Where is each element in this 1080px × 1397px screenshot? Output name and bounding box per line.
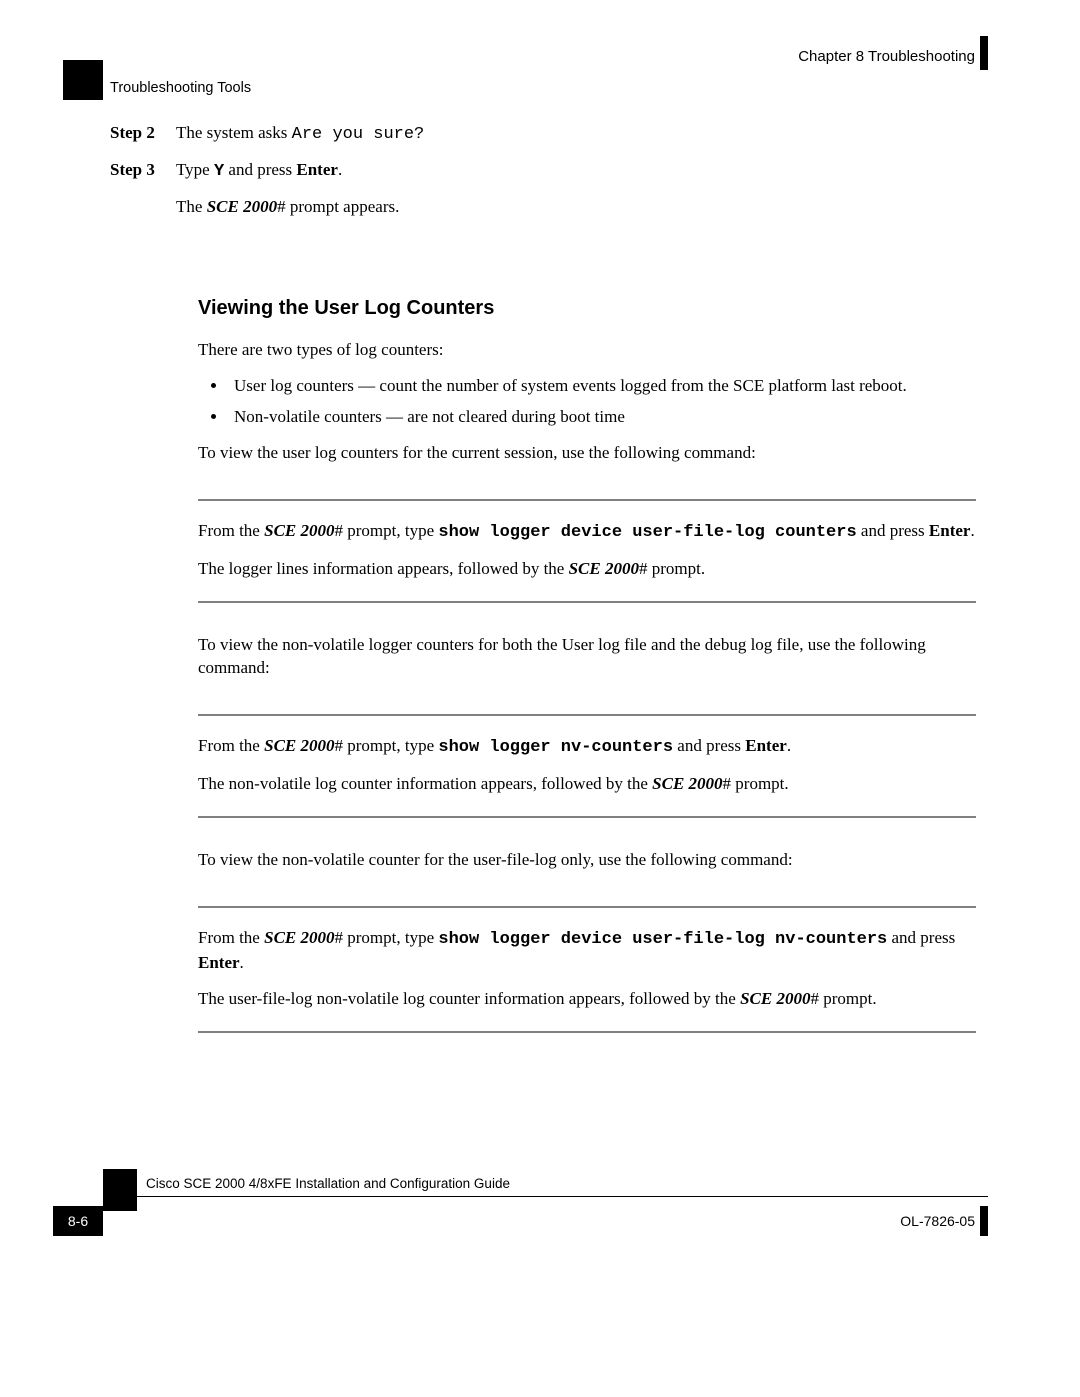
footer-title: Cisco SCE 2000 4/8xFE Installation and C…	[146, 1176, 510, 1191]
command-block: From the SCE 2000# prompt, type show log…	[198, 734, 980, 760]
main-content: Step 2 The system asks Are you sure? Ste…	[110, 122, 980, 1051]
divider	[198, 714, 976, 716]
header-chapter: Chapter 8 Troubleshooting	[798, 48, 975, 65]
header-section: Troubleshooting Tools	[110, 80, 251, 96]
result-text: The user-file-log non-volatile log count…	[198, 987, 980, 1011]
header-accent-bar	[980, 36, 988, 70]
page-number: 8-6	[53, 1206, 103, 1236]
divider	[198, 1031, 976, 1033]
paragraph: To view the non-volatile logger counters…	[198, 633, 980, 681]
divider	[198, 499, 976, 501]
divider	[198, 601, 976, 603]
step-text: The system asks Are you sure?	[176, 123, 424, 142]
paragraph: To view the user log counters for the cu…	[198, 441, 980, 465]
footer-rule	[137, 1196, 988, 1197]
step-label: Step 2	[110, 122, 172, 145]
result-text: The non-volatile log counter information…	[198, 772, 980, 796]
step-label: Step 3	[110, 159, 172, 182]
command-block: From the SCE 2000# prompt, type show log…	[198, 519, 980, 545]
step-3: Step 3 Type Y and press Enter.	[110, 159, 980, 184]
command-block: From the SCE 2000# prompt, type show log…	[198, 926, 980, 976]
step-3-result: The SCE 2000# prompt appears.	[176, 196, 980, 219]
corner-box-icon	[63, 60, 103, 100]
paragraph: To view the non-volatile counter for the…	[198, 848, 980, 872]
list-item: User log counters — count the number of …	[228, 374, 980, 398]
page: Chapter 8 Troubleshooting Troubleshootin…	[0, 0, 1080, 1397]
footer-accent-bar	[980, 1206, 988, 1236]
footer-box-icon	[103, 1169, 137, 1211]
doc-id: OL-7826-05	[900, 1213, 975, 1229]
list-item: Non-volatile counters — are not cleared …	[228, 405, 980, 429]
result-text: The logger lines information appears, fo…	[198, 557, 980, 581]
bullet-list: User log counters — count the number of …	[228, 374, 980, 430]
divider	[198, 816, 976, 818]
step-text: Type Y and press Enter.	[176, 160, 342, 179]
intro-text: There are two types of log counters:	[198, 338, 980, 362]
step-2: Step 2 The system asks Are you sure?	[110, 122, 980, 147]
section-heading: Viewing the User Log Counters	[198, 297, 980, 320]
divider	[198, 906, 976, 908]
